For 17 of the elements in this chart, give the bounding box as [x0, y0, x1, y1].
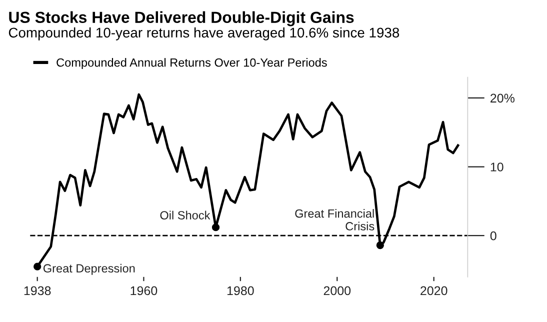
point	[376, 241, 384, 250]
x-tick-label: 2020	[420, 286, 448, 296]
x-tick-label: 1938	[24, 286, 51, 296]
point	[212, 224, 220, 232]
legend-label: Compounded Annual Returns Over 10-Year Periods	[56, 58, 327, 70]
x-tick-label: 1960	[130, 286, 158, 296]
annotation: Great Depression	[43, 264, 135, 275]
annotation: Oil Shock	[160, 210, 210, 220]
chart-subtitle: Compounded 10-year returns have averaged 10.6% since 1938	[8, 27, 400, 40]
y-tick-label: 0	[490, 231, 496, 240]
x-tick-label: 2000	[324, 286, 351, 296]
y-tick-label: 20%	[490, 94, 514, 103]
point	[34, 262, 42, 270]
chart-title: US Stocks Have Delivered Double-Digit Gains	[9, 11, 354, 26]
annotation: Great Financial Crisis	[295, 209, 374, 230]
x-tick-label: 1980	[227, 286, 254, 296]
y-tick-label: 10	[490, 162, 504, 172]
